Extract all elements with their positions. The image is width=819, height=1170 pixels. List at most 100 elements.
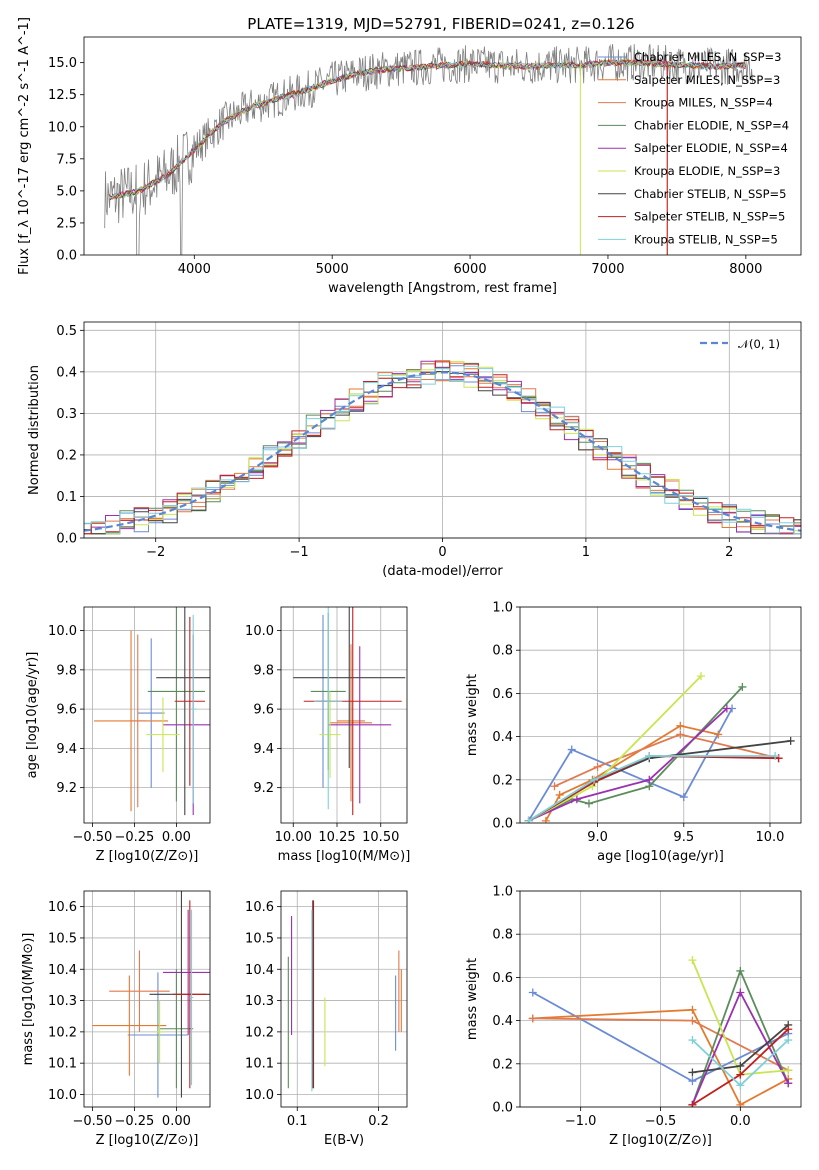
y-tick-label: 9.2 (253, 781, 274, 796)
x-tick-label: 10.50 (362, 830, 399, 845)
x-tick-label: 6000 (454, 262, 487, 277)
mass-weight-marker (572, 795, 581, 804)
mass-weight-marker (771, 752, 780, 761)
spectrum-panel: 4000 5000 6000 7000 8000 0.0 2.5 5.0 7.5 10.0 12.5… (17, 17, 802, 296)
mass-weight-vs-age-panel: 9.0 9.5 10.0 0.0 0.2 0.4 0.6 0.8 1.0 age [log10(a… (465, 601, 802, 864)
mass-weight-line (554, 733, 779, 788)
spectrum-plot-area (104, 43, 753, 255)
mass-weight-marker (688, 1036, 697, 1045)
mass-weight-marker (688, 956, 697, 965)
x-tick-label: −0.50 (72, 1114, 112, 1129)
mass-weight-marker (567, 745, 576, 754)
y-tick-label: 7.5 (56, 152, 77, 167)
y-axis-label: mass weight (465, 674, 480, 756)
age-vs-Z-plot-area (94, 607, 210, 816)
y-axis-label: mass [log10(M/M⊙)] (21, 933, 36, 1066)
y-tick-label: 10.4 (245, 963, 274, 978)
x-tick-label: 9.0 (587, 830, 608, 845)
y-tick-label: 9.8 (253, 663, 274, 678)
y-tick-label: 0.4 (492, 1014, 513, 1029)
mass-vs-EBV-panel: 0.1 0.2 10.0 10.1 10.2 10.3 10.4 10.5 10.6 E(B-V) (245, 890, 408, 1148)
y-tick-label: 0.2 (492, 773, 513, 788)
x-tick-label: 10.25 (318, 830, 355, 845)
mass-weight-marker (688, 1005, 697, 1014)
y-tick-label: 9.8 (56, 663, 77, 678)
x-tick-label: 10.00 (275, 830, 312, 845)
mass-weight-marker (528, 988, 537, 997)
y-tick-label: 0.2 (492, 1057, 513, 1072)
mass-weight-marker (676, 721, 685, 730)
legend-label: Kroupa STELIB, N_SSP=5 (634, 232, 778, 246)
y-tick-label: 10.3 (245, 994, 274, 1009)
mass-weight-marker (593, 762, 602, 771)
x-tick-label: 4000 (178, 262, 211, 277)
x-tick-label: 8000 (729, 262, 762, 277)
mass-weight-marker (541, 816, 550, 823)
y-tick-label: 12.5 (48, 88, 77, 103)
mass-weight-marker (688, 1016, 697, 1025)
mass-weight-marker (784, 1036, 793, 1045)
axes-frame (83, 606, 211, 824)
y-tick-label: 0.6 (492, 687, 513, 702)
mass-weight-line (528, 707, 728, 822)
histogram-plot-area (84, 360, 801, 535)
y-tick-label: 10.0 (48, 624, 77, 639)
mass-weight-marker (688, 1100, 697, 1107)
x-tick-label: 2 (725, 545, 733, 560)
y-axis-label: Normed distribution (27, 365, 42, 495)
y-tick-label: 10.0 (245, 1088, 274, 1103)
mass-weight-marker (528, 1014, 537, 1023)
mass-weight-marker (714, 730, 723, 739)
x-tick-label: 0.00 (162, 1114, 191, 1129)
y-tick-label: 10.2 (245, 1025, 274, 1040)
x-tick-label: 9.5 (673, 830, 694, 845)
mass-weight-vs-Z-panel: −1.0 −0.5 0.0 0.0 0.2 0.4 0.6 0.8 1.0 Z [log10(Z/… (465, 885, 802, 1148)
mass-weight-marker (676, 730, 685, 739)
mass-weight-marker (784, 1025, 793, 1034)
mass-weight-line (528, 755, 779, 822)
mass-weight-marker (738, 682, 747, 691)
y-tick-label: 0.0 (492, 1101, 513, 1116)
y-tick-label: 0.0 (56, 249, 77, 264)
y-tick-label: 0.0 (492, 817, 513, 832)
model-spectrum-line (108, 59, 747, 198)
mass-vs-Z-plot-area (92, 891, 210, 1098)
mass-weight-marker (697, 672, 706, 681)
histogram-step-line (84, 365, 801, 535)
mass-weight-marker (688, 1077, 697, 1086)
y-tick-label: 9.4 (253, 742, 274, 757)
mass-weight-vs-age-plot-area (524, 672, 795, 823)
x-axis-label: (data-model)/error (382, 564, 503, 579)
mass-weight-marker (736, 1061, 745, 1070)
observed-spectrum-line (104, 43, 753, 255)
y-tick-label: 10.5 (245, 931, 274, 946)
axes-frame (83, 36, 802, 256)
mass-weight-marker (736, 988, 745, 997)
mass-weight-line (532, 1008, 789, 1107)
legend-label: Kroupa ELODIE, N_SSP=3 (634, 164, 780, 178)
legend-label: Chabrier MILES, N_SSP=3 (634, 50, 781, 64)
mass-weight-marker (590, 775, 599, 784)
y-tick-label: 10.0 (48, 120, 77, 135)
model-spectrum-line (108, 60, 747, 200)
y-tick-label: 9.6 (56, 703, 77, 718)
mass-weight-marker (784, 1079, 793, 1088)
mass-weight-marker (722, 704, 731, 713)
mass-weight-marker (550, 782, 559, 791)
y-tick-label: 9.2 (56, 781, 77, 796)
x-tick-label: 1 (582, 545, 590, 560)
y-tick-label: 15.0 (48, 56, 77, 71)
y-tick-label: 10.1 (48, 1057, 77, 1072)
mass-weight-marker (786, 736, 795, 745)
mass-weight-marker (736, 966, 745, 975)
mass-weight-marker (645, 752, 654, 761)
mass-vs-EBV-plot-area (287, 900, 402, 1092)
legend-label: 𝒩(0, 1) (738, 337, 780, 351)
mass-weight-marker (784, 1066, 793, 1075)
mass-weight-marker (679, 793, 688, 802)
x-tick-label: −1 (290, 545, 309, 560)
x-axis-label: mass [log10(M/M⊙)] (278, 849, 411, 864)
x-tick-label: 0 (438, 545, 446, 560)
x-axis-label: age [log10(age/yr)] (597, 849, 724, 864)
histogram-legend: 𝒩(0, 1) (700, 337, 780, 351)
